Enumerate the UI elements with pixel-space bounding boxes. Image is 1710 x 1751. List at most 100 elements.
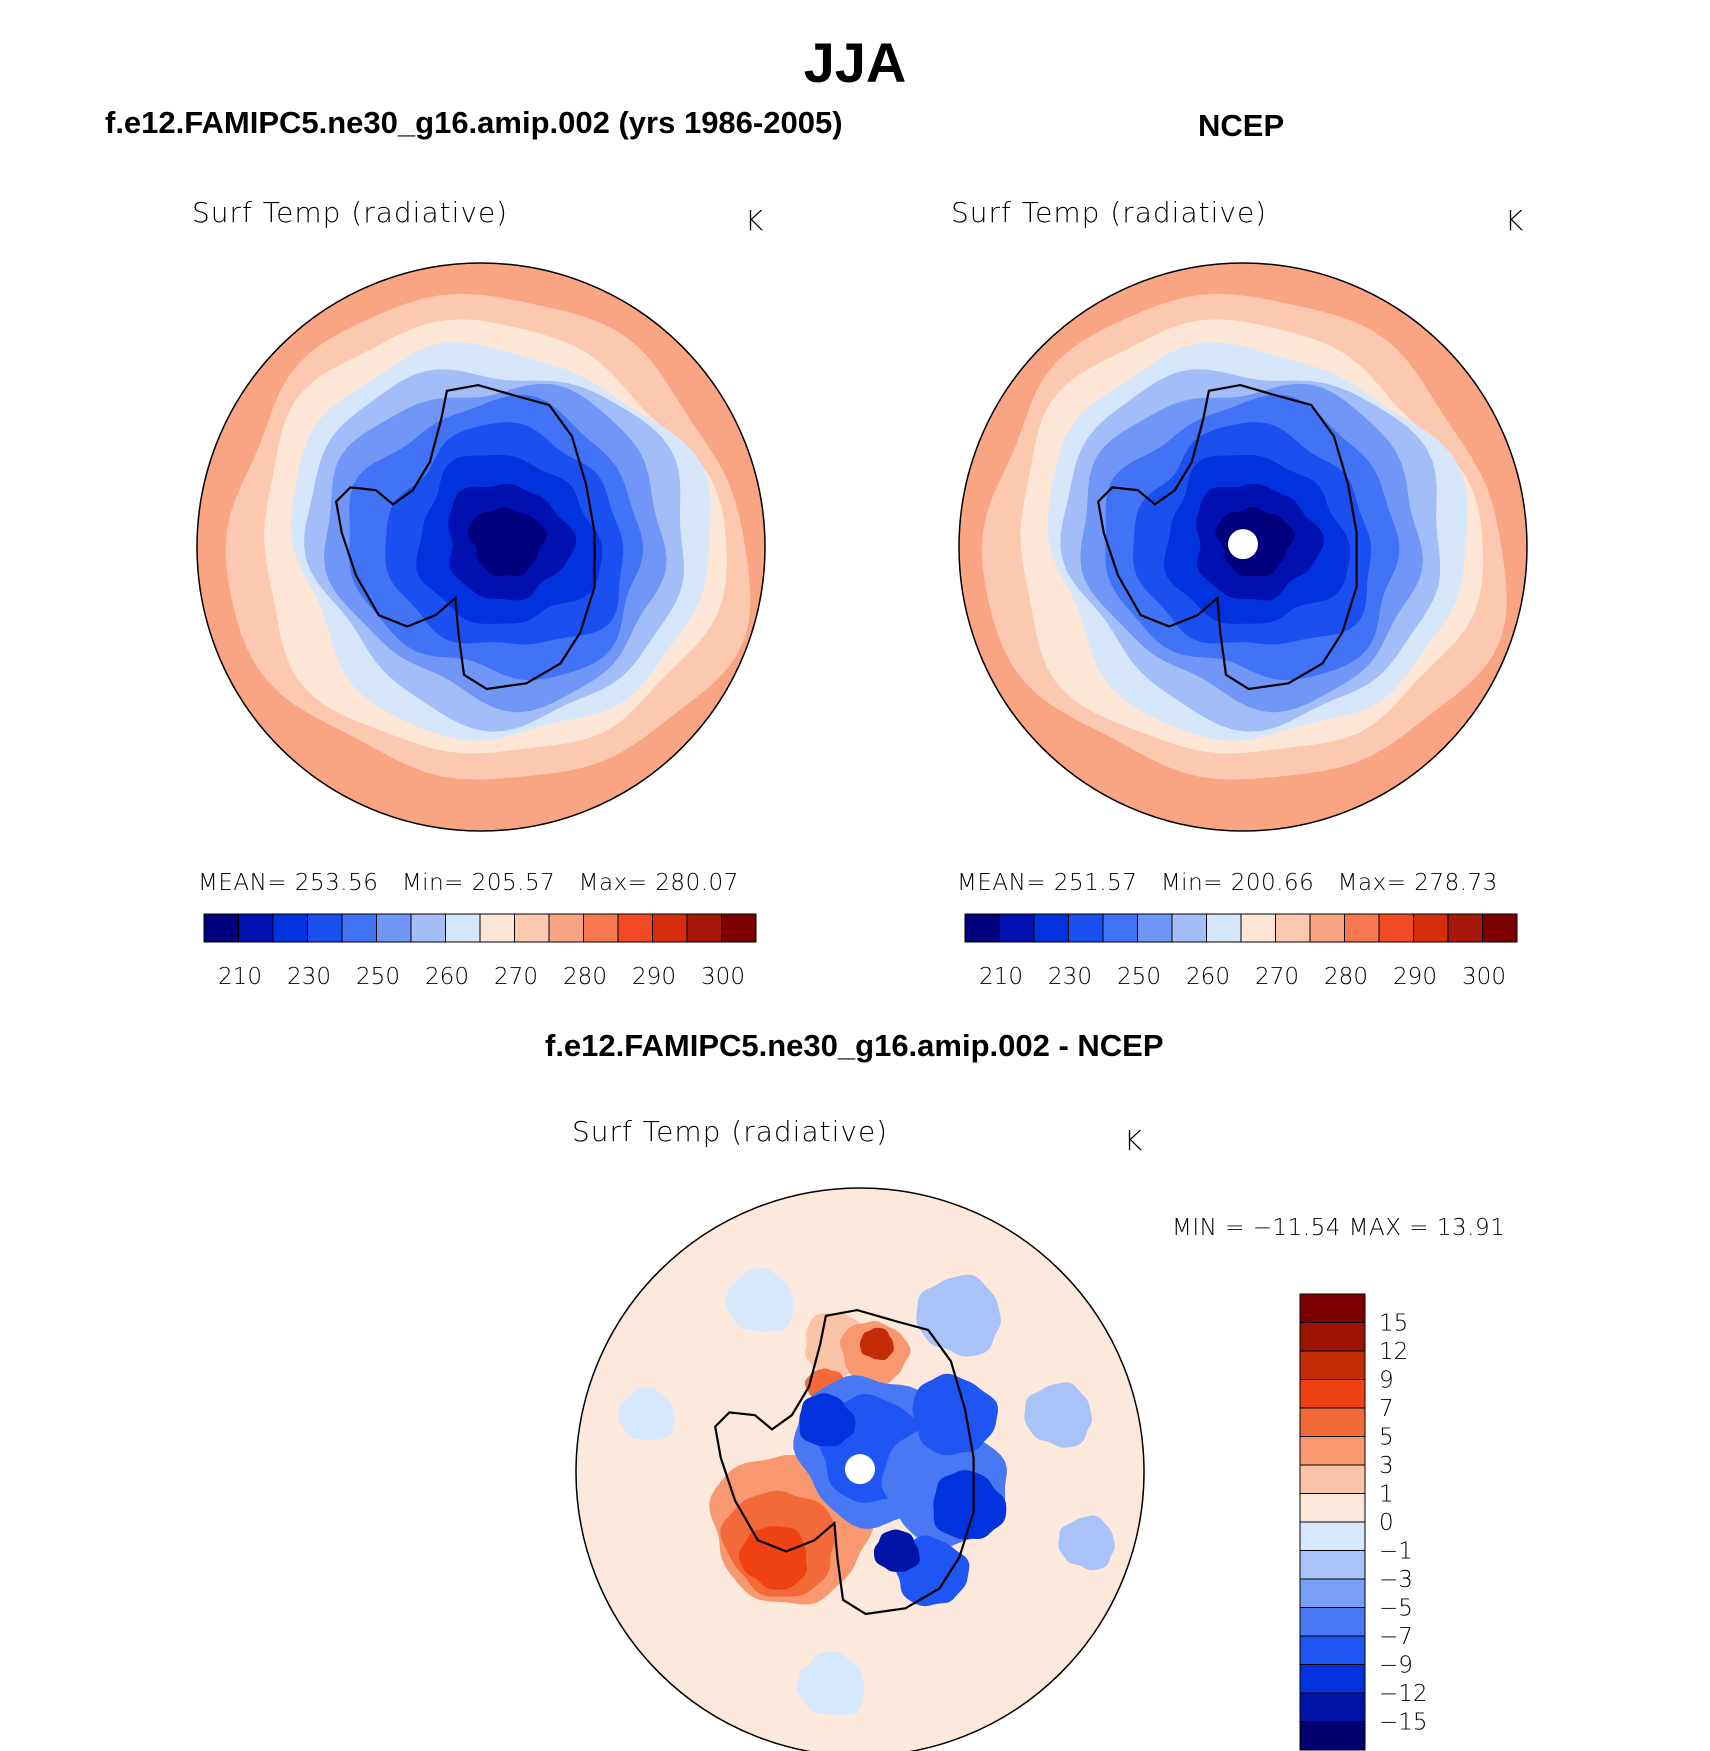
obs-colorbar-box	[1240, 913, 1276, 943]
obs-colorbar-box	[1068, 913, 1104, 943]
obs-colorbar-box	[1378, 913, 1414, 943]
model-coastline	[335, 383, 596, 691]
diff-colorbar-tick: 1	[1379, 1482, 1394, 1508]
diff-colorbar-box	[1299, 1578, 1366, 1608]
diff-colorbar-box	[1299, 1436, 1366, 1466]
model-variable-label: Surf Temp (radiative)	[192, 196, 509, 229]
model-colorbar-box	[548, 913, 584, 943]
obs-colorbar-box	[964, 913, 1000, 943]
diff-contour-patch	[933, 1470, 1007, 1540]
model-colorbar-tick: 290	[632, 964, 676, 990]
diff-colorbar-tick: −9	[1379, 1653, 1413, 1679]
diff-contour-patch	[725, 1268, 794, 1332]
diff-contour-patch	[916, 1274, 1001, 1357]
obs-colorbar-box	[1206, 913, 1242, 943]
diff-colorbar-box	[1299, 1692, 1366, 1722]
obs-colorbar-tick: 280	[1324, 964, 1368, 990]
model-colorbar-tick: 300	[701, 964, 745, 990]
model-colorbar-box	[272, 913, 308, 943]
diff-colorbar-tick: −7	[1379, 1624, 1413, 1650]
diff-contour-patch	[799, 1393, 856, 1447]
diff-colorbar-tick: −1	[1379, 1539, 1413, 1565]
diff-colorbar-box	[1299, 1721, 1366, 1751]
model-colorbar-box	[721, 913, 757, 943]
diff-colorbar-box	[1299, 1493, 1366, 1523]
obs-pole-hole	[1228, 529, 1258, 560]
diff-colorbar-box	[1299, 1379, 1366, 1409]
model-colorbar-box	[479, 913, 515, 943]
model-colorbar-box	[617, 913, 653, 943]
obs-colorbar-box	[1413, 913, 1449, 943]
diff-colorbar-tick: −15	[1379, 1710, 1428, 1736]
obs-colorbar-tick: 260	[1186, 964, 1230, 990]
obs-colorbar-tick: 300	[1462, 964, 1506, 990]
obs-colorbar-box	[1137, 913, 1173, 943]
diff-colorbar-tick: −12	[1379, 1681, 1428, 1707]
diff-variable-label: Surf Temp (radiative)	[572, 1115, 889, 1148]
diff-colorbar-box	[1299, 1350, 1366, 1380]
diff-colorbar-tick: 0	[1379, 1510, 1394, 1536]
obs-colorbar-box	[1102, 913, 1138, 943]
diff-colorbar-box	[1299, 1322, 1366, 1352]
obs-max-label: Max=	[1337, 870, 1407, 896]
model-colorbar-tick: 250	[356, 964, 400, 990]
diff-coastline	[714, 1308, 975, 1616]
diff-colorbar-box	[1299, 1464, 1366, 1494]
model-colorbar-tick: 270	[494, 964, 538, 990]
model-colorbar-tick: 260	[425, 964, 469, 990]
model-colorbar-box	[445, 913, 481, 943]
obs-min: 200.66	[1230, 870, 1315, 896]
model-colorbar-tick: 280	[563, 964, 607, 990]
obs-colorbar-box	[1309, 913, 1345, 943]
model-mean: 253.56	[294, 870, 379, 896]
diff-colorbar-tick: 5	[1379, 1425, 1394, 1451]
diff-units-label: K	[1124, 1124, 1144, 1157]
obs-max: 278.73	[1414, 870, 1498, 896]
model-colorbar-box	[514, 913, 550, 943]
diff-colorbar-box	[1299, 1664, 1366, 1694]
diff-colorbar-box	[1299, 1635, 1366, 1665]
model-stats: MEAN= 253.56 Min= 205.57 Max= 280.07	[198, 870, 739, 896]
obs-colorbar-box	[1275, 913, 1311, 943]
model-panel-title: f.e12.FAMIPC5.ne30_g16.amip.002 (yrs 198…	[105, 105, 843, 140]
model-max: 280.07	[655, 870, 739, 896]
diff-colorbar-tick: 7	[1379, 1396, 1394, 1422]
diff-contour-patch	[1024, 1382, 1092, 1448]
diff-contour-patch	[796, 1651, 865, 1716]
diff-colorbar-box	[1299, 1407, 1366, 1437]
model-colorbar-box	[376, 913, 412, 943]
obs-colorbar-box	[999, 913, 1035, 943]
model-colorbar-box	[583, 913, 619, 943]
diff-panel-title: f.e12.FAMIPC5.ne30_g16.amip.002 - NCEP	[545, 1028, 1164, 1063]
diff-boundary	[575, 1187, 1145, 1751]
obs-units-label: K	[1505, 204, 1525, 237]
obs-variable-label: Surf Temp (radiative)	[951, 196, 1268, 229]
diff-colorbar-box	[1299, 1550, 1366, 1580]
obs-coastline	[1097, 383, 1358, 691]
model-colorbar-box	[238, 913, 274, 943]
obs-colorbar-box	[1033, 913, 1069, 943]
diff-colorbar-tick: 9	[1379, 1368, 1394, 1394]
model-colorbar-box	[686, 913, 722, 943]
obs-colorbar-box	[1171, 913, 1207, 943]
obs-colorbar-box	[1482, 913, 1518, 943]
obs-mean-label: MEAN=	[957, 870, 1047, 896]
model-contour-band	[467, 507, 548, 577]
obs-colorbar-box	[1447, 913, 1483, 943]
obs-colorbar-tick: 230	[1048, 964, 1092, 990]
model-mean-label: MEAN=	[198, 870, 288, 896]
model-colorbar-box	[307, 913, 343, 943]
obs-colorbar-box	[1344, 913, 1380, 943]
model-boundary	[196, 262, 766, 832]
obs-colorbar-tick: 270	[1255, 964, 1299, 990]
diff-contour-patch	[874, 1529, 920, 1572]
model-min-label: Min=	[401, 870, 464, 896]
diff-minmax: MIN = −11.54 MAX = 13.91	[1172, 1215, 1506, 1241]
obs-boundary	[958, 262, 1528, 832]
obs-mean: 251.57	[1053, 870, 1138, 896]
diff-contour-patch	[859, 1327, 894, 1360]
model-colorbar-tick: 210	[218, 964, 262, 990]
diff-contour-patch	[912, 1373, 998, 1456]
